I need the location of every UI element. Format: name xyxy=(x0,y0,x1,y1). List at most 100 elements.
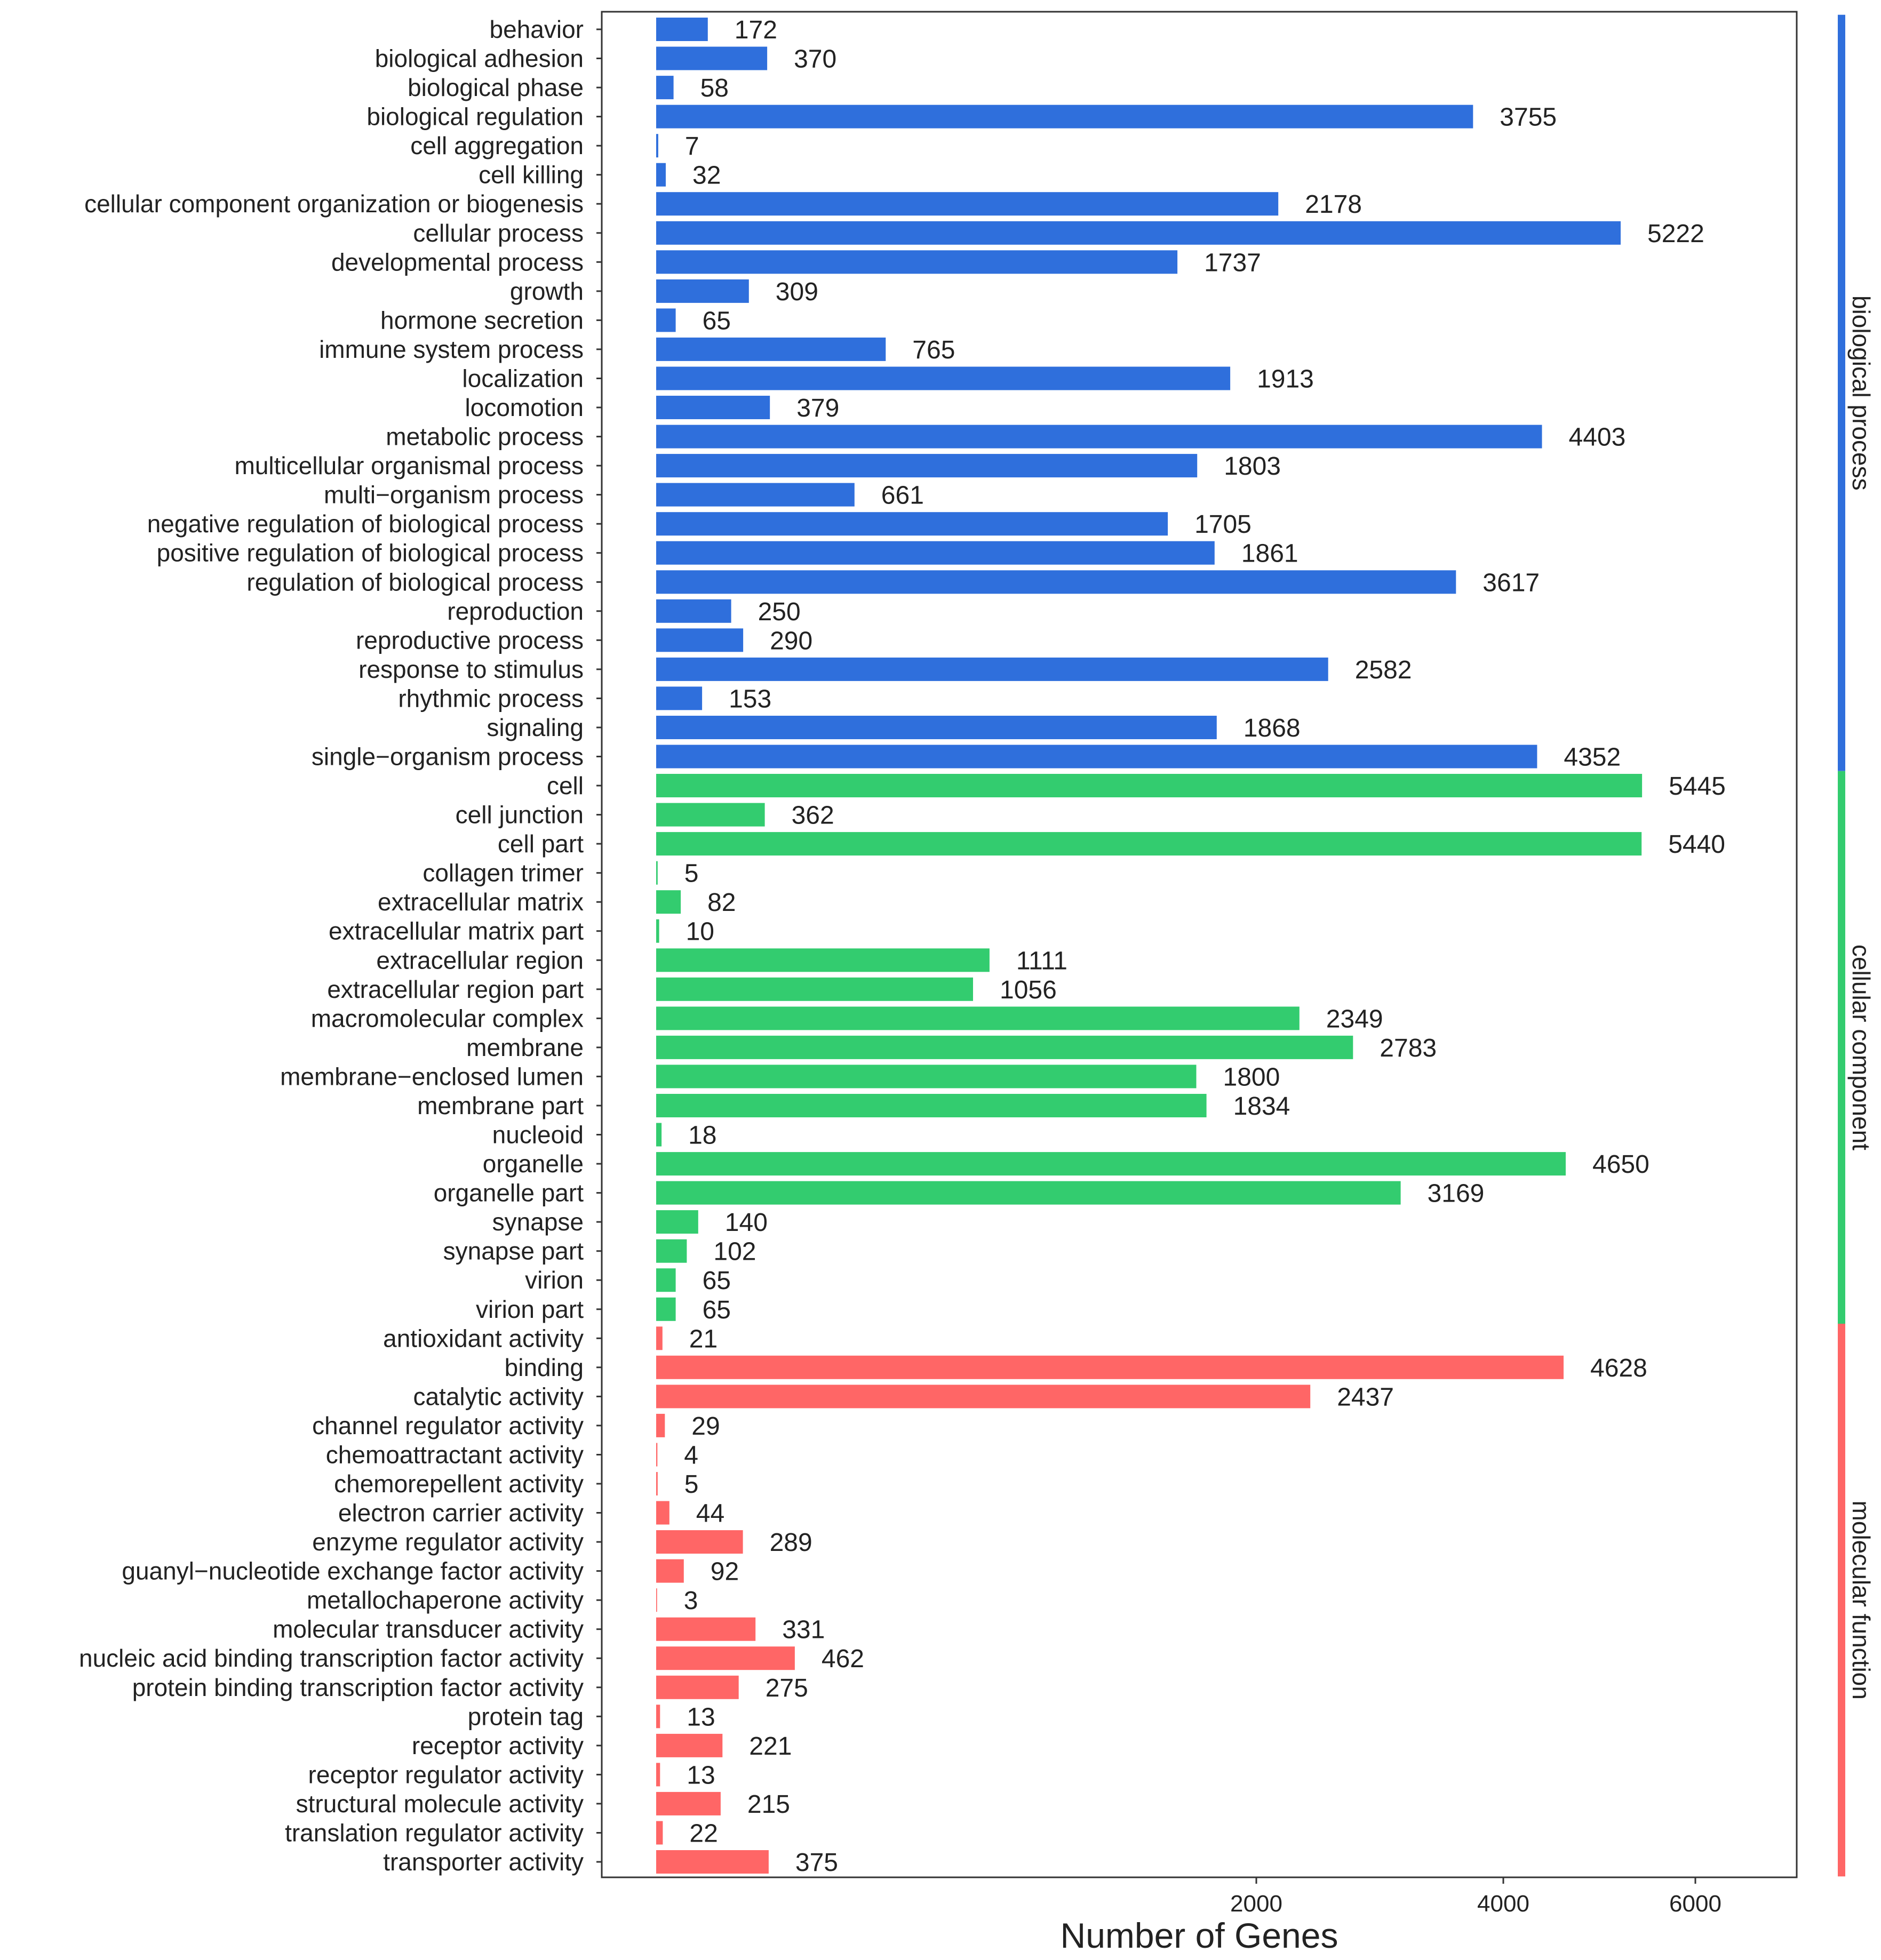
category-label-biological-adhesion: biological adhesion xyxy=(375,45,584,73)
bar-membrane-enclosed-lumen xyxy=(656,1065,1197,1089)
plot-area-frame xyxy=(601,11,1798,1878)
bar-chemoattractant-activity xyxy=(656,1443,658,1467)
value-label-response-to-stimulus: 2582 xyxy=(1355,656,1412,684)
bar-catalytic-activity xyxy=(656,1385,1311,1409)
bar-cellular-process xyxy=(656,221,1621,245)
value-label-membrane-part: 1834 xyxy=(1233,1092,1290,1121)
category-side-bar-layer: biological process cellular component mole… xyxy=(1838,14,1875,1877)
bar-organelle xyxy=(656,1152,1566,1176)
value-label-multicellular-organismal-process: 1803 xyxy=(1224,452,1281,481)
value-label-synapse-part: 102 xyxy=(713,1238,756,1266)
value-label-organelle-part: 3169 xyxy=(1428,1180,1485,1208)
bar-cell-aggregation xyxy=(656,134,658,158)
value-label-cellular-process: 5222 xyxy=(1647,220,1704,248)
category-label-response-to-stimulus: response to stimulus xyxy=(358,655,584,683)
value-label-antioxidant-activity: 21 xyxy=(689,1325,718,1353)
bar-reproductive-process xyxy=(656,628,744,652)
bar-metallochaperone-activity xyxy=(656,1588,657,1612)
bar-receptor-activity xyxy=(656,1733,723,1757)
category-label-negative-regulation-of-biological-process: negative regulation of biological proces… xyxy=(147,510,584,538)
value-label-organelle: 4650 xyxy=(1592,1150,1649,1179)
category-label-cell-aggregation: cell aggregation xyxy=(410,132,584,159)
category-label-catalytic-activity: catalytic activity xyxy=(413,1382,584,1410)
value-label-electron-carrier-activity: 44 xyxy=(696,1500,724,1528)
side-strip-molecular-function xyxy=(1838,1324,1845,1877)
bar-multicellular-organismal-process xyxy=(656,454,1198,478)
value-label-guanyl-nucleotide-exchange-factor-activity: 92 xyxy=(711,1558,739,1586)
value-label-receptor-regulator-activity: 13 xyxy=(687,1761,715,1789)
value-label-positive-regulation-of-biological-process: 1861 xyxy=(1241,540,1298,568)
value-label-reproduction: 250 xyxy=(758,598,801,626)
x-axis-title: Number of Genes xyxy=(1061,1916,1338,1955)
side-label-molecular-function: molecular function xyxy=(1847,1501,1875,1700)
value-label-nucleoid: 18 xyxy=(688,1122,716,1150)
bar-protein-tag xyxy=(656,1705,660,1729)
bar-locomotion xyxy=(656,396,770,419)
category-label-reproduction: reproduction xyxy=(447,597,584,625)
category-label-protein-binding-transcription-factor-activity: protein binding transcription factor act… xyxy=(132,1674,584,1701)
value-label-reproductive-process: 290 xyxy=(770,627,812,655)
x-tick-label-6000: 6000 xyxy=(1669,1891,1721,1917)
category-label-multi-organism-process: multi−organism process xyxy=(324,481,584,509)
bar-translation-regulator-activity xyxy=(656,1821,663,1845)
bar-positive-regulation-of-biological-process xyxy=(656,541,1215,565)
value-label-binding: 4628 xyxy=(1590,1354,1647,1382)
value-label-behavior: 172 xyxy=(735,16,777,44)
category-label-structural-molecule-activity: structural molecule activity xyxy=(296,1790,584,1818)
value-label-locomotion: 379 xyxy=(796,394,839,422)
bar-extracellular-matrix-part xyxy=(656,919,659,943)
bar-virion-part xyxy=(656,1297,676,1321)
bar-immune-system-process xyxy=(656,337,886,361)
bar-negative-regulation-of-biological-process xyxy=(656,512,1168,536)
category-label-extracellular-region: extracellular region xyxy=(376,946,584,974)
category-label-localization: localization xyxy=(462,365,584,393)
category-label-biological-regulation: biological regulation xyxy=(366,103,584,131)
bar-hormone-secretion xyxy=(656,308,676,332)
bar-rhythmic-process xyxy=(656,686,703,710)
bar-biological-phase xyxy=(656,76,674,100)
bar-synapse-part xyxy=(656,1239,687,1263)
bar-localization xyxy=(656,366,1231,390)
side-strip-biological-process xyxy=(1838,14,1845,771)
bar-enzyme-regulator-activity xyxy=(656,1530,743,1554)
category-label-cellular-process: cellular process xyxy=(413,219,584,247)
value-label-extracellular-matrix: 82 xyxy=(707,889,736,917)
category-label-antioxidant-activity: antioxidant activity xyxy=(383,1324,584,1352)
value-label-chemoattractant-activity: 4 xyxy=(684,1442,698,1470)
bar-electron-carrier-activity xyxy=(656,1501,669,1525)
value-label-virion-part: 65 xyxy=(703,1296,731,1324)
bar-molecular-transducer-activity xyxy=(656,1617,756,1641)
value-label-nucleic-acid-binding-transcription-factor-activity: 462 xyxy=(822,1645,864,1673)
value-label-catalytic-activity: 2437 xyxy=(1337,1383,1394,1411)
value-label-virion: 65 xyxy=(703,1267,731,1295)
bar-growth xyxy=(656,279,749,303)
value-label-molecular-transducer-activity: 331 xyxy=(782,1616,825,1644)
category-label-locomotion: locomotion xyxy=(465,394,584,421)
bar-biological-regulation xyxy=(656,105,1473,129)
bar-extracellular-matrix xyxy=(656,890,681,914)
bar-structural-molecule-activity xyxy=(656,1791,721,1815)
value-label-membrane: 2783 xyxy=(1380,1034,1437,1062)
bar-membrane xyxy=(656,1035,1353,1059)
category-label-channel-regulator-activity: channel regulator activity xyxy=(312,1412,584,1439)
category-label-cellular-component-organization-or-biogenesis: cellular component organization or bioge… xyxy=(84,190,584,218)
category-label-receptor-regulator-activity: receptor regulator activity xyxy=(308,1761,584,1788)
value-label-macromolecular-complex: 2349 xyxy=(1326,1005,1383,1033)
category-label-molecular-transducer-activity: molecular transducer activity xyxy=(273,1615,584,1643)
category-label-transporter-activity: transporter activity xyxy=(383,1848,584,1876)
value-label-protein-tag: 13 xyxy=(687,1703,715,1731)
bar-nucleic-acid-binding-transcription-factor-activity xyxy=(656,1646,795,1670)
category-label-synapse-part: synapse part xyxy=(443,1237,584,1265)
bar-synapse xyxy=(656,1210,698,1234)
category-label-binding: binding xyxy=(505,1354,584,1381)
value-label-membrane-enclosed-lumen: 1800 xyxy=(1223,1063,1280,1091)
bar-cellular-component-organization-or-biogenesis xyxy=(656,192,1279,216)
bar-membrane-part xyxy=(656,1094,1207,1117)
value-label-collagen-trimer: 5 xyxy=(684,860,699,888)
category-label-biological-phase: biological phase xyxy=(408,74,584,101)
category-label-chemoattractant-activity: chemoattractant activity xyxy=(326,1441,584,1469)
category-label-enzyme-regulator-activity: enzyme regulator activity xyxy=(312,1528,584,1556)
category-label-organelle: organelle xyxy=(483,1150,584,1178)
value-label-receptor-activity: 221 xyxy=(749,1732,792,1761)
